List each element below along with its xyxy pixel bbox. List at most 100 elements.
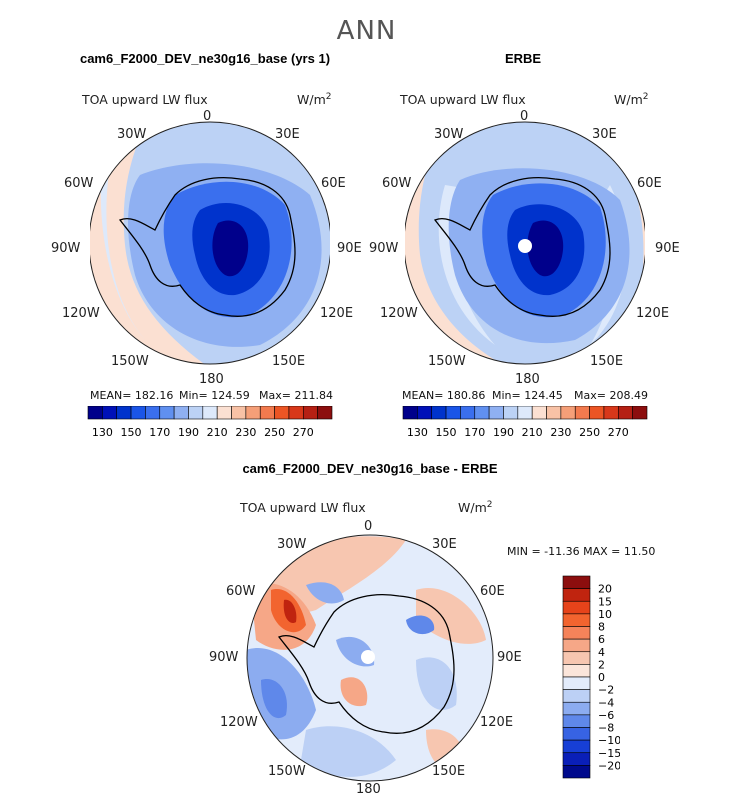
colorbar-label: 130: [92, 426, 113, 439]
colorbar-swatch: [531, 406, 547, 420]
lon-label-0: 0: [520, 109, 529, 124]
colorbar-label: 8: [598, 621, 605, 634]
colorbar-swatch: [245, 406, 261, 420]
colorbar-swatch: [574, 406, 590, 420]
lon-label-60e: 60E: [637, 176, 662, 191]
colorbar-label: 0: [598, 671, 605, 684]
colorbar-label: 6: [598, 633, 605, 646]
panel2-map: [405, 121, 645, 365]
colorbar-label: −20: [598, 759, 620, 772]
panel1-units: W/m2: [297, 92, 332, 108]
lon-label-150w: 150W: [111, 354, 149, 369]
diff-map: [246, 534, 494, 782]
colorbar-swatch: [216, 406, 232, 420]
colorbar-swatch: [503, 406, 519, 420]
colorbar-swatch: [562, 651, 591, 665]
colorbar-label: −15: [598, 747, 620, 760]
lon-label-150w: 150W: [428, 354, 466, 369]
panel2-title: ERBE: [504, 51, 542, 66]
lon-label-30e: 30E: [275, 127, 300, 142]
lon-label-150e: 150E: [590, 354, 624, 369]
diff-minmax: MIN = -11.36 MAX = 11.50: [507, 545, 656, 558]
lon-label-150e: 150E: [432, 764, 466, 779]
colorbar-swatch: [402, 406, 418, 420]
colorbar-swatch: [562, 664, 591, 678]
colorbar-label: 130: [407, 426, 428, 439]
lon-label-60w: 60W: [382, 176, 412, 191]
colorbar-swatch: [562, 714, 591, 728]
panel1-mean: MEAN= 182.16: [90, 389, 174, 402]
diff-variable: TOA upward LW flux: [240, 500, 366, 515]
panel1-variable: TOA upward LW flux: [82, 92, 208, 107]
colorbar-swatch: [562, 575, 591, 589]
lon-label-90w: 90W: [369, 241, 399, 256]
colorbar-label: 20: [598, 583, 612, 596]
plateau-min: [212, 220, 249, 277]
colorbar-label: 270: [608, 426, 629, 439]
map-border: [90, 121, 330, 365]
lon-label-120w: 120W: [62, 306, 100, 321]
colorbar-swatch: [159, 406, 175, 420]
colorbar-swatch: [431, 406, 447, 420]
diff-units: W/m2: [458, 500, 493, 516]
lon-label-30e: 30E: [592, 127, 617, 142]
lon-label-30e: 30E: [432, 537, 457, 552]
colorbar-label: 210: [522, 426, 543, 439]
colorbar-swatch: [617, 406, 633, 420]
colorbar-swatch: [562, 613, 591, 627]
lon-label-0: 0: [364, 519, 373, 534]
lon-label-150e: 150E: [272, 354, 306, 369]
colorbar-swatch: [488, 406, 504, 420]
lon-label-120e: 120E: [480, 715, 514, 730]
colorbar-swatch: [474, 406, 490, 420]
colorbar-swatch: [87, 406, 103, 420]
lon-label-120w: 120W: [220, 715, 258, 730]
lon-label-30w: 30W: [117, 127, 147, 142]
lon-label-90e: 90E: [337, 241, 362, 256]
lon-label-30w: 30W: [434, 127, 464, 142]
lon-label-180: 180: [515, 372, 540, 387]
colorbar-swatch: [102, 406, 118, 420]
lon-label-60w: 60W: [64, 176, 94, 191]
colorbar-label: −2: [598, 684, 614, 697]
colorbar-label: 2: [598, 658, 605, 671]
colorbar-label: 15: [598, 595, 612, 608]
colorbar-label: 250: [264, 426, 285, 439]
colorbar-label: 170: [464, 426, 485, 439]
panel2-mean: MEAN= 180.86: [402, 389, 486, 402]
colorbar-label: 150: [436, 426, 457, 439]
colorbar-label: 150: [121, 426, 142, 439]
lon-label-180: 180: [356, 782, 381, 797]
panel1-title: cam6_F2000_DEV_ne30g16_base (yrs 1): [79, 51, 331, 66]
colorbar-swatch: [517, 406, 533, 420]
colorbar-swatch: [145, 406, 161, 420]
colorbar-label: 10: [598, 608, 612, 621]
colorbar-label: −6: [598, 709, 614, 722]
colorbar-swatch: [259, 406, 275, 420]
colorbar-swatch: [562, 739, 591, 754]
colorbar-swatch: [202, 406, 218, 420]
lon-label-120w: 120W: [380, 306, 418, 321]
colorbar-swatch: [130, 406, 146, 420]
colorbar-swatch: [460, 406, 476, 420]
colorbar-label: 4: [598, 646, 605, 659]
colorbar-swatch: [274, 406, 290, 420]
coastline: [277, 594, 455, 734]
lon-label-60e: 60E: [321, 176, 346, 191]
lon-label-180: 180: [199, 372, 224, 387]
lon-label-120e: 120E: [636, 306, 670, 321]
colorbar-swatch: [632, 406, 648, 420]
warm-band: [90, 122, 220, 364]
coastline: [118, 177, 296, 317]
panel2-variable: TOA upward LW flux: [400, 92, 526, 107]
lon-label-150w: 150W: [268, 764, 306, 779]
lon-label-90e: 90E: [655, 241, 680, 256]
colorbar-swatch: [302, 406, 318, 420]
pole-hole: [518, 239, 532, 253]
panel2-min: Min= 124.45: [492, 389, 563, 402]
colorbar-label: 230: [235, 426, 256, 439]
colorbar-swatch: [562, 752, 591, 766]
colorbar-label: 170: [149, 426, 170, 439]
panel2-max: Max= 208.49: [574, 389, 648, 402]
